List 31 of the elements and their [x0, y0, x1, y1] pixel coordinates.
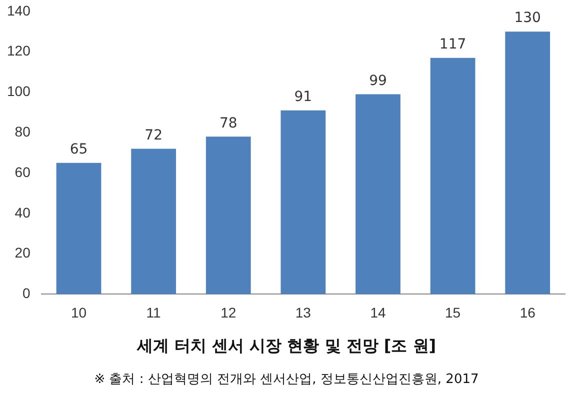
data-label: 117	[439, 36, 466, 52]
text: ※ 출처 : 산업혁명의 전개와 센서산업, 정보통신산업진흥원, 2017	[93, 371, 480, 388]
text: 세계 터치 센서 시장 현황 및 전망 [조 원]	[136, 336, 438, 357]
bar	[356, 94, 400, 294]
x-tick-label: 12	[220, 304, 236, 320]
data-label: 91	[294, 89, 312, 106]
x-tick-label: 13	[295, 304, 312, 320]
y-tick-label: 0	[22, 285, 31, 302]
y-tick-label: 140	[7, 2, 31, 18]
x-tick-label: 16	[520, 304, 536, 320]
data-label: 78	[219, 115, 238, 132]
y-tick-label: 60	[14, 164, 31, 180]
data-label: 72	[144, 127, 162, 144]
y-tick-label: 40	[14, 204, 31, 220]
bar	[280, 110, 326, 294]
x-tick-label: 11	[146, 304, 162, 320]
bar	[206, 136, 251, 294]
y-tick-label: 120	[7, 42, 31, 59]
bar	[131, 148, 176, 294]
bar	[56, 162, 102, 294]
bar	[430, 58, 476, 294]
data-label: 130	[514, 10, 541, 26]
x-tick-label: 10	[70, 304, 87, 320]
data-label: 99	[369, 72, 387, 89]
x-tick-label: 15	[445, 304, 461, 320]
y-tick-label: 80	[14, 123, 31, 140]
x-tick-label: 14	[370, 304, 386, 320]
data-label: 65	[70, 142, 88, 158]
bar	[505, 32, 550, 294]
y-tick-label: 100	[7, 83, 31, 100]
y-tick-label: 20	[14, 244, 31, 261]
